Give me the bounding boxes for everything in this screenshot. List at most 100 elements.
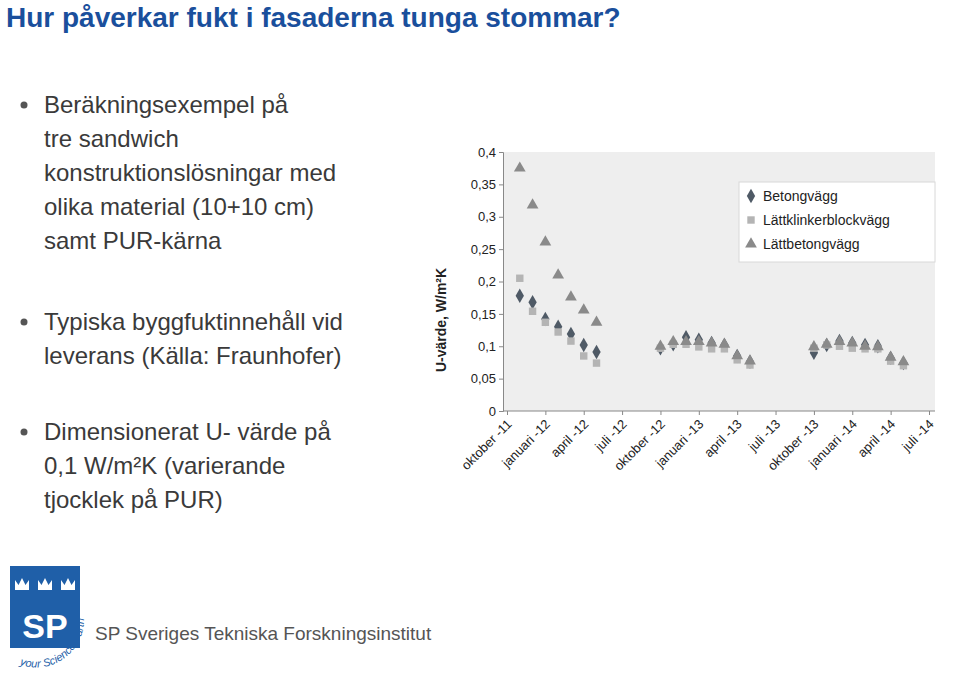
point: [872, 340, 884, 350]
point: [580, 338, 588, 352]
y-tick-label: 0,2: [478, 274, 496, 289]
point: [667, 335, 679, 345]
point: [541, 312, 549, 326]
y-tick: 0,15: [471, 307, 503, 322]
bullet-text: samt PUR-kärna: [44, 227, 222, 254]
y-tick: 0,35: [471, 177, 503, 192]
bullet-text: tre sandwich: [44, 125, 179, 152]
point: [859, 339, 871, 349]
point: [528, 295, 536, 309]
point: [527, 198, 539, 208]
legend-box: [739, 182, 935, 262]
point: [542, 319, 549, 326]
x-tick: april -13: [701, 411, 745, 460]
y-tick: 0,2: [478, 274, 503, 289]
y-tick-mark: [499, 249, 503, 250]
x-tick-mark: [929, 411, 930, 415]
logo-crown: [61, 578, 75, 590]
bullet-text: konstruktionslösningar med: [44, 159, 336, 186]
legend-symbol: [747, 216, 754, 223]
series: [516, 275, 907, 370]
y-tick-mark: [499, 184, 503, 185]
y-axis-line: [499, 153, 504, 412]
logo-name: SP Sveriges Tekniska Forskningsinstitut: [95, 623, 432, 644]
point: [580, 352, 587, 359]
x-tick-mark: [660, 411, 661, 415]
x-tick: januari -12: [498, 411, 553, 471]
point: [591, 315, 603, 325]
series: [516, 289, 908, 371]
y-tick-mark: [499, 346, 503, 347]
point: [731, 349, 743, 359]
point: [655, 339, 667, 349]
logo-mark: SP: [22, 607, 67, 645]
bullet-text: 0,1 W/m²K (varierande: [44, 452, 285, 479]
y-tick-label: 0,4: [478, 145, 496, 160]
x-tick-mark: [507, 411, 508, 415]
x-tick: januari -14: [805, 411, 860, 471]
x-tick-mark: [776, 411, 777, 415]
y-tick-mark: [499, 152, 503, 153]
y-tick: 0,4: [478, 145, 503, 160]
legend-symbol: [745, 237, 757, 247]
y-tick-label: 0,1: [478, 339, 496, 354]
x-tick-label: april -13: [701, 416, 745, 460]
x-tick-mark: [814, 411, 815, 415]
x-tick-label: januari -13: [652, 416, 707, 471]
x-tick-label: januari -12: [498, 416, 553, 471]
y-tick-label: 0,25: [471, 242, 496, 257]
y-tick: 0: [489, 404, 503, 419]
logo-crown: [38, 578, 52, 590]
legend-symbol: [747, 189, 755, 203]
point: [885, 350, 897, 360]
point: [693, 335, 705, 345]
y-tick-mark: [499, 282, 503, 283]
bullet-dot: [21, 102, 28, 109]
y-tick-label: 0,15: [471, 307, 496, 322]
point: [567, 337, 574, 344]
y-axis-title: U-värde, W/m²K: [433, 268, 449, 372]
point: [898, 355, 910, 365]
point: [821, 338, 833, 348]
point: [565, 290, 577, 300]
point: [706, 336, 718, 346]
x-tick: april -14: [854, 411, 898, 460]
x-tick: juli -14: [898, 411, 936, 455]
y-tick-mark: [499, 217, 503, 218]
logo-crown: [15, 578, 29, 590]
x-tick-mark: [852, 411, 853, 415]
point: [593, 359, 600, 366]
point: [539, 235, 551, 245]
bullet-text: Beräkningsexempel på: [44, 91, 289, 118]
point: [514, 161, 526, 171]
point: [744, 354, 756, 364]
x-tick-mark: [737, 411, 738, 415]
x-tick: januari -13: [652, 411, 707, 471]
y-tick: 0,3: [478, 209, 503, 224]
point: [552, 268, 564, 278]
point: [529, 308, 536, 315]
y-tick-label: 0: [489, 404, 496, 419]
bullet-text: leverans (Källa: Fraunhofer): [44, 342, 341, 369]
point: [846, 336, 858, 346]
x-tick-label: april -12: [548, 416, 592, 460]
legend-label: Lättklinkerblockvägg: [763, 212, 890, 228]
x-tick-mark: [545, 411, 546, 415]
x-tick-mark: [622, 411, 623, 415]
point: [808, 340, 820, 350]
point: [592, 345, 600, 359]
legend-label: Betongvägg: [763, 188, 838, 204]
slide: Hur påverkar fukt i fasaderna tunga stom…: [0, 0, 960, 692]
bullet-text: olika material (10+10 cm): [44, 193, 314, 220]
point: [834, 335, 846, 345]
y-tick-label: 0,35: [471, 177, 496, 192]
slide-title: Hur påverkar fukt i fasaderna tunga stom…: [6, 2, 621, 33]
point: [554, 328, 561, 335]
bullet-dot: [21, 429, 28, 436]
y-tick: 0,25: [471, 242, 503, 257]
y-tick-label: 0,05: [471, 371, 496, 386]
logo-box: [10, 566, 80, 648]
legend: BetongväggLättklinkerblockväggLättbetong…: [739, 182, 935, 262]
y-tick: 0,1: [478, 339, 503, 354]
x-tick-label: april -14: [854, 416, 898, 460]
